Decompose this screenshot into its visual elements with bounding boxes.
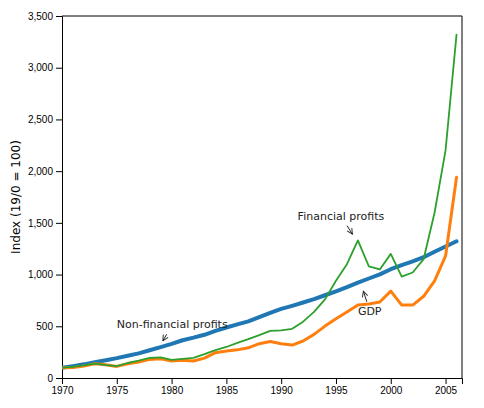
x-axis-tick-mark — [336, 378, 337, 384]
x-axis-tick: 1980 — [161, 378, 184, 396]
y-axis-tick: 2,000 — [28, 166, 62, 177]
y-axis-tick-label: 1,000 — [28, 269, 53, 280]
x-axis-tick: 1970 — [51, 378, 74, 396]
frame-right — [462, 16, 463, 378]
x-axis-line — [63, 379, 463, 385]
y-axis-tick-label: 2,500 — [28, 114, 53, 125]
y-axis-tick: 2,500 — [28, 114, 62, 125]
x-axis-tick-mark — [281, 378, 282, 384]
y-axis-title: Index (19/0 = 100) — [9, 140, 23, 254]
x-axis-tick-label: 2005 — [435, 385, 458, 396]
y-axis-tick-mark — [56, 223, 62, 224]
x-axis: 1970 1975 1980 1985 1990 1995 2000 2005 — [51, 378, 462, 396]
y-axis-tick-mark — [56, 16, 62, 17]
y-axis-tick-mark — [56, 171, 62, 172]
y-axis-tick-mark — [56, 326, 62, 327]
x-axis-tick-label: 1985 — [216, 385, 239, 396]
annotation-text: Non-financial profits — [117, 318, 228, 331]
series-line — [62, 35, 457, 368]
x-axis-tick-mark — [117, 378, 118, 384]
y-axis: 0 500 1,000 1,500 2,000 2,500 3,000 3,500 — [28, 11, 63, 384]
x-axis-tick-label: 1970 — [51, 385, 74, 396]
y-axis-tick: 1,500 — [28, 218, 62, 229]
x-axis-tick: 1985 — [216, 378, 239, 396]
x-axis-tick-label: 1990 — [271, 385, 294, 396]
plot: 1970 1975 1980 1985 1990 1995 2000 2005 0 500 1,00… — [28, 11, 463, 396]
y-axis-tick: 3,500 — [28, 11, 62, 22]
x-axis-tick: 1990 — [271, 378, 294, 396]
chart: 1970 1975 1980 1985 1990 1995 2000 2005 0 500 1,00… — [0, 0, 484, 408]
annotation-text: GDP — [358, 305, 382, 318]
annotation-text: Financial profits — [298, 210, 385, 223]
y-axis-tick-mark — [56, 275, 62, 276]
x-axis-tick-mark — [446, 378, 447, 384]
annotation-arrow — [363, 291, 366, 302]
x-axis-tick: 2005 — [435, 378, 458, 396]
y-axis-tick-mark — [56, 119, 62, 120]
y-axis-line — [56, 17, 63, 379]
y-axis-tick-label: 0 — [47, 373, 53, 384]
lines — [62, 35, 457, 368]
y-axis-tick: 0 — [47, 373, 62, 384]
y-axis-tick-label: 3,500 — [28, 11, 53, 22]
y-axis-tick: 500 — [36, 321, 62, 332]
x-axis-tick: 1995 — [325, 378, 348, 396]
y-axis-tick-mark — [56, 378, 62, 379]
series-line — [62, 177, 457, 367]
x-axis-tick-label: 2000 — [380, 385, 403, 396]
annotation-arrow — [163, 334, 167, 341]
y-axis-tick: 1,000 — [28, 269, 62, 280]
series-line — [62, 241, 457, 367]
x-axis-tick: 2000 — [380, 378, 403, 396]
y-axis-tick-label: 1,500 — [28, 218, 53, 229]
x-axis-tick-mark — [391, 378, 392, 384]
x-axis-tick-label: 1980 — [161, 385, 184, 396]
x-axis-tick-label: 1995 — [325, 385, 348, 396]
x-axis-tick-mark — [172, 378, 173, 384]
y-axis-tick-label: 500 — [36, 321, 53, 332]
annotation-arrow — [347, 226, 352, 235]
y-axis-tick-label: 3,000 — [28, 62, 53, 73]
y-axis-tick-mark — [56, 68, 62, 69]
x-axis-tick-mark — [226, 378, 227, 384]
frame-top — [62, 16, 462, 17]
x-axis-tick-label: 1975 — [106, 385, 129, 396]
x-axis-tick: 1975 — [106, 378, 129, 396]
y-axis-tick-label: 2,000 — [28, 166, 53, 177]
y-axis-tick: 3,000 — [28, 62, 62, 73]
annotations: Financial profits Non-financial profits GD… — [117, 210, 385, 341]
